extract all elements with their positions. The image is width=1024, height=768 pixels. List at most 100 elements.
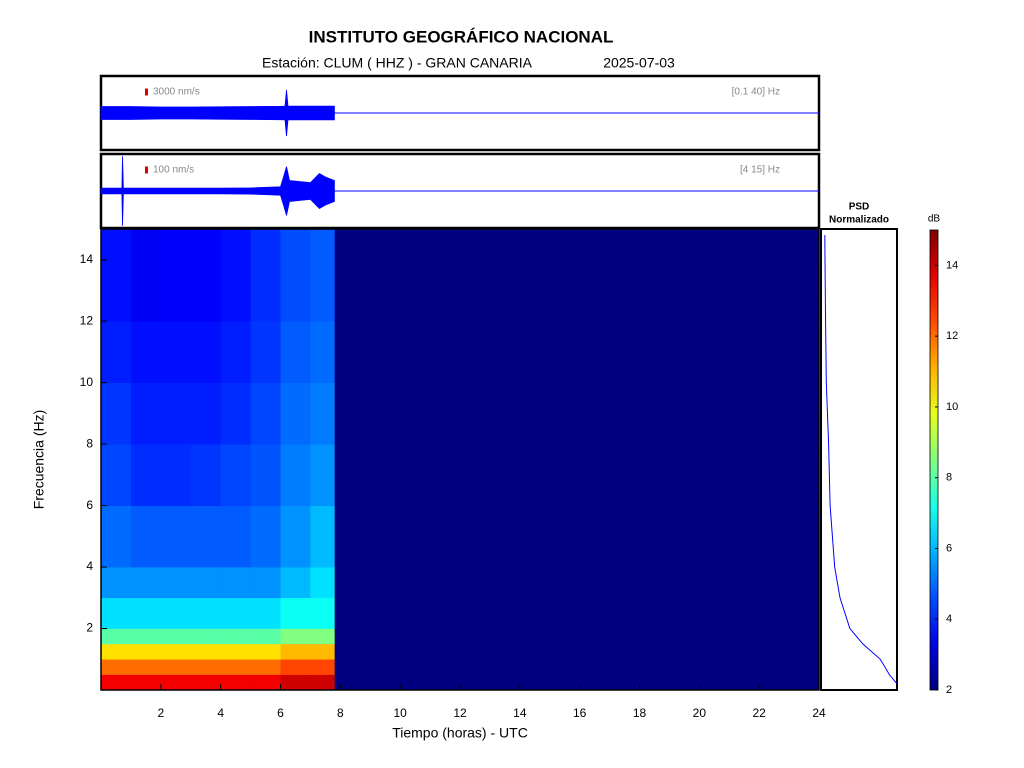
colorbar-label: dB	[928, 214, 941, 225]
x-tick-label: 18	[633, 706, 647, 720]
heatmap-cell	[160, 229, 192, 322]
heatmap-cell	[190, 628, 221, 645]
heatmap-cell	[160, 674, 192, 691]
heatmap-cell	[220, 444, 251, 506]
heatmap-cell	[310, 505, 335, 568]
x-tick-label: 12	[453, 706, 467, 720]
psd-title: PSD	[849, 202, 870, 213]
x-tick-label: 2	[157, 706, 164, 720]
x-axis-label: Tiempo (horas) - UTC	[392, 725, 528, 741]
heatmap-cell	[280, 382, 311, 445]
heatmap-cell	[280, 229, 311, 322]
heatmap-cell	[160, 567, 192, 599]
colorbar-tick-label: 12	[946, 330, 958, 342]
heatmap-cell	[160, 659, 192, 675]
heatmap-cell	[101, 628, 132, 645]
heatmap-cell	[130, 229, 162, 322]
heatmap-cell	[130, 321, 162, 383]
colorbar-tick-label: 4	[946, 613, 952, 625]
heatmap-cell	[250, 382, 281, 445]
heatmap-cell	[160, 628, 192, 645]
title: INSTITUTO GEOGRÁFICO NACIONAL	[309, 27, 614, 46]
psd-frame	[820, 228, 898, 691]
heatmap-cell	[101, 643, 132, 660]
heatmap-cell	[280, 505, 311, 568]
heatmap-cell	[310, 659, 335, 675]
waveform-envelope	[100, 89, 335, 137]
heatmap-cell	[190, 229, 221, 322]
heatmap-cell	[130, 444, 162, 506]
heatmap-cell	[130, 382, 162, 445]
colorbar-tick-label: 14	[946, 259, 958, 271]
heatmap-cell	[160, 505, 192, 568]
heatmap-cell	[190, 505, 221, 568]
heatmap-cell	[101, 321, 132, 383]
heatmap-cell	[190, 643, 221, 660]
colorbar-tick-label: 2	[946, 684, 952, 696]
heatmap-cell	[160, 597, 192, 629]
heatmap-cell	[310, 321, 335, 383]
heatmap-cell	[220, 659, 251, 675]
heatmap-cell	[101, 444, 132, 506]
heatmap-cell	[250, 643, 281, 660]
heatmap-cell	[220, 382, 251, 445]
heatmap-cell	[250, 674, 281, 691]
heatmap-cell	[280, 628, 311, 645]
scale-label: 3000 nm/s	[153, 87, 200, 98]
heatmap-cell	[101, 505, 132, 568]
waveform-envelope	[100, 156, 335, 226]
heatmap-cell	[280, 567, 311, 599]
band-label: [4 15] Hz	[740, 165, 780, 176]
heatmap-cell	[130, 567, 162, 599]
heatmap-cell	[220, 505, 251, 568]
heatmap-cell	[310, 643, 335, 660]
heatmap-cell	[310, 628, 335, 645]
heatmap-cell	[280, 674, 311, 691]
x-tick-label: 10	[393, 706, 407, 720]
x-tick-label: 6	[277, 706, 284, 720]
heatmap-cell	[190, 659, 221, 675]
heatmap-cell	[101, 597, 132, 629]
x-tick-label: 22	[752, 706, 766, 720]
heatmap-cell	[130, 659, 162, 675]
heatmap-cell	[250, 567, 281, 599]
heatmap-cell	[160, 321, 192, 383]
heatmap-cell	[220, 674, 251, 691]
heatmap-cell	[280, 444, 311, 506]
heatmap-cell	[160, 643, 192, 660]
heatmap-cell	[190, 444, 221, 506]
heatmap-cell	[190, 321, 221, 383]
heatmap-cell	[220, 597, 251, 629]
x-tick-label: 24	[812, 706, 826, 720]
y-tick-label: 10	[80, 375, 94, 389]
heatmap-cell	[220, 321, 251, 383]
heatmap-cell	[250, 628, 281, 645]
heatmap-cell	[220, 567, 251, 599]
colorbar-tick-label: 8	[946, 472, 952, 484]
scale-bar	[145, 166, 148, 174]
y-tick-label: 14	[80, 252, 94, 266]
heatmap-cell	[190, 382, 221, 445]
date: 2025-07-03	[603, 55, 675, 71]
band-label: [0.1 40] Hz	[732, 87, 780, 98]
heatmap-cell	[250, 505, 281, 568]
heatmap-cell	[250, 229, 281, 322]
heatmap-cell	[250, 321, 281, 383]
scale-label: 100 nm/s	[153, 165, 194, 176]
heatmap-cell	[190, 567, 221, 599]
heatmap-cell	[280, 321, 311, 383]
psd-title: Normalizado	[829, 215, 889, 226]
heatmap-cell	[130, 597, 162, 629]
heatmap-cell	[280, 643, 311, 660]
heatmap-cell	[190, 674, 221, 691]
colorbar-tick-label: 6	[946, 542, 952, 554]
heatmap-cell	[160, 382, 192, 445]
y-axis-label: Frecuencia (Hz)	[31, 410, 47, 510]
heatmap-cell	[310, 382, 335, 445]
heatmap-cell	[250, 659, 281, 675]
heatmap-cell	[310, 567, 335, 599]
heatmap-cell	[250, 444, 281, 506]
heatmap-cell	[130, 674, 162, 691]
scale-bar	[145, 88, 148, 96]
